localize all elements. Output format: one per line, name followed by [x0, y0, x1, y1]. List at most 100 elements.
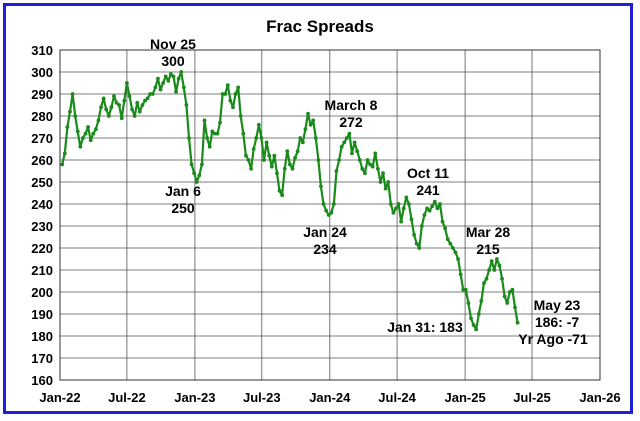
data-point	[62, 151, 67, 156]
data-point	[197, 173, 202, 178]
data-point	[303, 127, 308, 132]
data-point	[391, 210, 396, 215]
data-point	[143, 98, 147, 103]
data-point	[487, 268, 492, 272]
data-point	[104, 107, 109, 112]
data-point	[81, 136, 85, 140]
data-point	[156, 76, 160, 81]
data-point	[158, 87, 163, 92]
y-tick-label: 270	[31, 131, 53, 146]
data-point	[407, 202, 411, 206]
data-point	[510, 287, 515, 292]
annotation-line: 241	[416, 182, 440, 198]
chart-title: Frac Spreads	[266, 17, 374, 36]
data-point	[225, 83, 230, 88]
data-point	[233, 92, 238, 96]
annotation-line: Jan 31: 183	[387, 319, 463, 335]
data-point	[181, 85, 186, 90]
y-tick-label: 240	[31, 197, 53, 212]
annotation-line: Nov 25	[150, 36, 196, 52]
data-point	[331, 202, 336, 206]
data-point	[419, 224, 424, 228]
annotation-line: Yr Ago -71	[518, 331, 588, 347]
data-point	[174, 89, 178, 94]
data-point	[109, 105, 114, 110]
data-point	[474, 327, 479, 332]
annotation-line: 272	[339, 114, 363, 130]
data-point	[337, 158, 341, 162]
data-point	[298, 136, 303, 140]
y-tick-label: 290	[31, 87, 53, 102]
data-point	[272, 153, 277, 158]
data-point	[231, 105, 235, 110]
x-tick-label: Jan-25	[444, 390, 485, 405]
data-point	[78, 144, 83, 149]
data-point	[93, 127, 98, 132]
data-point	[479, 298, 484, 303]
annotation-line: Jan 24	[303, 224, 347, 240]
data-point	[316, 158, 321, 162]
data-point	[425, 206, 429, 211]
data-point	[507, 290, 512, 294]
data-point	[200, 162, 204, 167]
data-point	[438, 202, 442, 206]
data-point	[218, 120, 222, 125]
data-point	[445, 237, 450, 242]
data-point	[515, 320, 520, 325]
data-point	[422, 213, 427, 217]
data-point	[339, 144, 344, 149]
data-point	[96, 118, 101, 123]
data-point	[122, 98, 127, 103]
annotation-line: 215	[476, 241, 500, 257]
data-point	[463, 287, 468, 292]
data-point	[368, 162, 373, 167]
y-axis: 160 170 180 190 200 210 220 230 240 250 260 270 280 2…	[31, 43, 53, 388]
data-point	[249, 166, 253, 171]
data-point	[414, 241, 419, 246]
data-point	[450, 246, 455, 250]
data-point	[285, 149, 290, 154]
y-tick-label: 160	[31, 373, 53, 388]
data-point	[347, 131, 352, 136]
data-point	[466, 301, 471, 305]
data-point	[375, 166, 380, 171]
x-tick-label: Jul-22	[108, 390, 146, 405]
data-point	[396, 202, 401, 206]
data-point	[409, 217, 414, 222]
data-point	[448, 241, 453, 246]
data-point	[381, 171, 385, 176]
data-point	[352, 140, 357, 145]
data-point	[246, 158, 251, 162]
data-point	[308, 122, 313, 127]
data-point	[453, 250, 458, 255]
data-point	[192, 171, 197, 176]
data-point	[326, 213, 331, 217]
annotation-line: 234	[313, 241, 337, 257]
data-point	[275, 171, 279, 176]
data-point	[194, 180, 199, 184]
data-point	[513, 305, 517, 310]
data-point	[319, 184, 323, 189]
data-point	[300, 140, 305, 145]
data-point	[357, 158, 362, 162]
data-point	[430, 204, 435, 209]
x-tick-label: Jan-26	[579, 390, 620, 405]
data-point	[280, 193, 285, 198]
annotation-line: March 8	[325, 97, 378, 113]
data-point	[101, 96, 106, 101]
data-point	[60, 162, 65, 167]
data-point	[399, 219, 404, 224]
data-point	[427, 208, 432, 213]
data-point	[293, 155, 297, 160]
data-point	[223, 92, 228, 96]
data-point	[489, 259, 494, 264]
annotation-line: 186: -7	[535, 314, 580, 330]
x-tick-label: Jan-23	[174, 390, 215, 405]
data-point	[179, 70, 184, 74]
plot-border	[59, 49, 601, 381]
data-point	[210, 129, 215, 134]
